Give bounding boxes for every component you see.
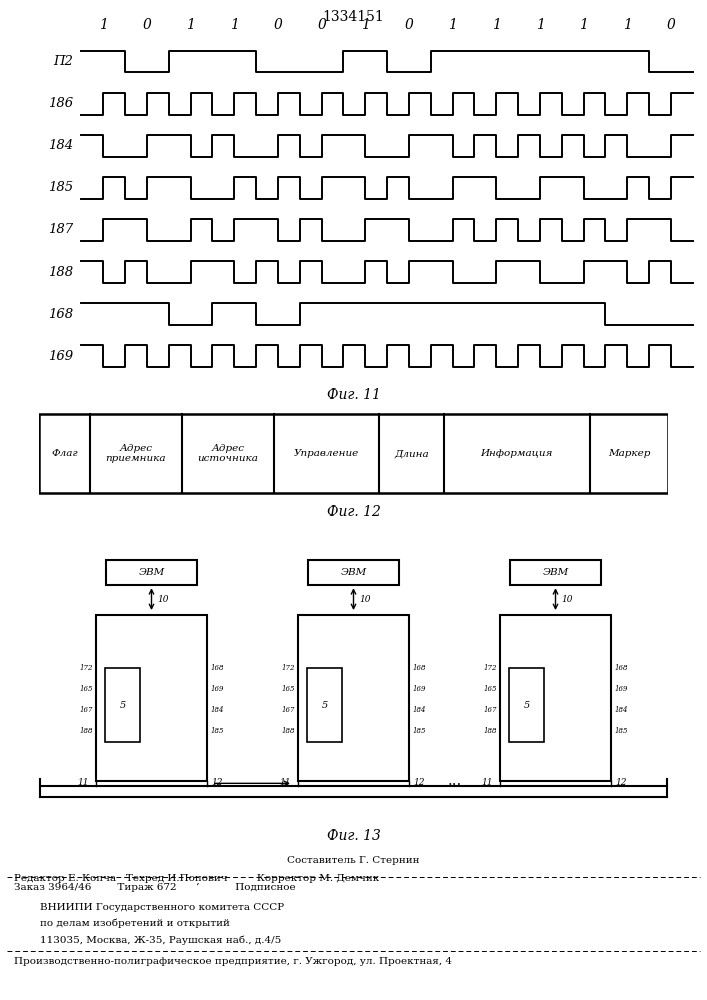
Text: 1: 1 [186, 18, 195, 32]
Text: 186: 186 [47, 97, 73, 110]
Text: 11: 11 [481, 778, 492, 787]
Text: ...: ... [448, 774, 462, 788]
Text: 188: 188 [47, 266, 73, 279]
Text: 10: 10 [158, 595, 169, 604]
Text: Производственно-полиграфическое предприятие, г. Ужгород, ул. Проектная, 4: Производственно-полиграфическое предприя… [14, 956, 452, 966]
Bar [105, 668, 141, 742]
Text: Заказ 3964/46        Тираж 672      ’           Подписное: Заказ 3964/46 Тираж 672 ’ Подписное [14, 883, 296, 892]
Text: 12: 12 [211, 778, 223, 787]
Bar [308, 560, 399, 585]
Text: 169: 169 [412, 685, 426, 693]
Text: 169: 169 [47, 350, 73, 363]
Text: Фиг. 13: Фиг. 13 [327, 828, 380, 842]
Text: Длина: Длина [394, 449, 428, 458]
Text: ЭВМ: ЭВМ [139, 568, 165, 577]
Text: 185: 185 [47, 181, 73, 194]
Bar [510, 560, 601, 585]
Text: 0: 0 [142, 18, 151, 32]
Text: 168: 168 [210, 664, 223, 672]
Text: 184: 184 [210, 706, 223, 714]
Text: 169: 169 [614, 685, 628, 693]
Text: 184: 184 [47, 139, 73, 152]
Text: 188: 188 [484, 727, 497, 735]
Text: 168: 168 [47, 308, 73, 321]
Text: 184: 184 [412, 706, 426, 714]
Bar [500, 615, 611, 781]
Text: 188: 188 [79, 727, 93, 735]
Text: 11: 11 [279, 778, 291, 787]
Text: 0: 0 [404, 18, 414, 32]
Text: Составитель Г. Стернин: Составитель Г. Стернин [287, 856, 420, 865]
Text: 167: 167 [281, 706, 295, 714]
Text: 1: 1 [230, 18, 239, 32]
Text: 185: 185 [614, 727, 628, 735]
Text: Фиг. 12: Фиг. 12 [327, 505, 380, 519]
Text: 12: 12 [615, 778, 626, 787]
Text: Управление: Управление [293, 449, 359, 458]
Text: 1334151: 1334151 [322, 10, 385, 24]
Text: 0: 0 [667, 18, 675, 32]
Text: 10: 10 [360, 595, 371, 604]
Text: 187: 187 [47, 223, 73, 236]
Text: 113035, Москва, Ж-35, Раушская наб., д.4/5: 113035, Москва, Ж-35, Раушская наб., д.4… [14, 936, 281, 945]
Text: 12: 12 [413, 778, 425, 787]
Text: Маркер: Маркер [608, 449, 650, 458]
Text: 10: 10 [561, 595, 573, 604]
Text: ВНИИПИ Государственного комитета СССР: ВНИИПИ Государственного комитета СССР [14, 902, 284, 912]
Text: 185: 185 [412, 727, 426, 735]
Text: 165: 165 [79, 685, 93, 693]
Text: 188: 188 [281, 727, 295, 735]
Text: ЭВМ: ЭВМ [542, 568, 568, 577]
Bar [509, 668, 544, 742]
Text: 168: 168 [614, 664, 628, 672]
Text: Адрес
приемника: Адрес приемника [105, 444, 166, 463]
Text: 1: 1 [99, 18, 107, 32]
Text: 167: 167 [79, 706, 93, 714]
Bar [307, 668, 342, 742]
Text: 172: 172 [281, 664, 295, 672]
Bar [106, 560, 197, 585]
Text: 1: 1 [448, 18, 457, 32]
Text: 5: 5 [322, 701, 328, 710]
Text: 185: 185 [210, 727, 223, 735]
Text: Фиг. 11: Фиг. 11 [327, 388, 380, 402]
Text: Флаг: Флаг [51, 449, 78, 458]
Text: П2: П2 [53, 55, 73, 68]
Text: 5: 5 [524, 701, 530, 710]
Text: 169: 169 [210, 685, 223, 693]
Text: 0: 0 [317, 18, 326, 32]
Text: 172: 172 [79, 664, 93, 672]
Text: 165: 165 [484, 685, 497, 693]
Bar [96, 615, 207, 781]
Text: 1: 1 [623, 18, 632, 32]
Text: 1: 1 [361, 18, 370, 32]
Text: 1: 1 [492, 18, 501, 32]
Bar [298, 615, 409, 781]
Text: 167: 167 [484, 706, 497, 714]
Text: по делам изобретений и открытий: по делам изобретений и открытий [14, 919, 230, 928]
Text: 172: 172 [484, 664, 497, 672]
Text: 184: 184 [614, 706, 628, 714]
Text: Информация: Информация [481, 449, 553, 458]
Text: 5: 5 [119, 701, 126, 710]
Text: 1: 1 [535, 18, 544, 32]
Text: 11: 11 [77, 778, 88, 787]
Text: 0: 0 [274, 18, 282, 32]
Text: Адрес
источника: Адрес источника [197, 444, 258, 463]
Text: Редактор Е. Копча   Техред И.Попович         Корректор М. Демчик: Редактор Е. Копча Техред И.Попович Корре… [14, 874, 380, 883]
Text: 165: 165 [281, 685, 295, 693]
Text: ЭВМ: ЭВМ [340, 568, 367, 577]
Text: 1: 1 [579, 18, 588, 32]
Text: 168: 168 [412, 664, 426, 672]
